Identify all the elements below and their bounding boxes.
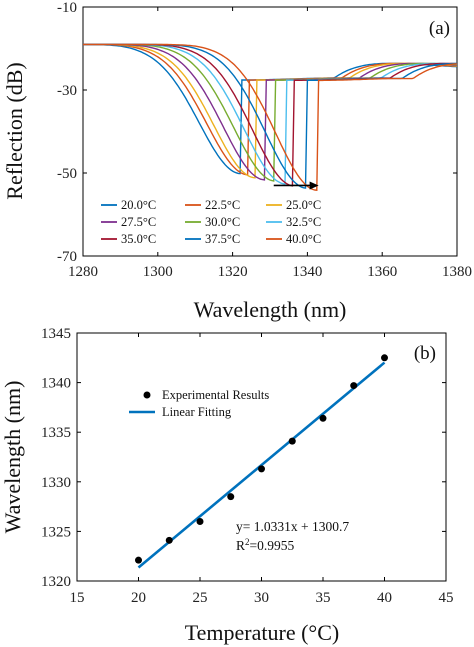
- panel-b-x-tick-label: 20: [131, 590, 146, 606]
- panel-b-y-tick-label: 1330: [41, 475, 71, 491]
- data-point: [288, 437, 296, 445]
- legend-label: 35.0°C: [121, 232, 156, 246]
- panel-a-x-tick-label: 1300: [143, 264, 173, 280]
- panel-a-x-axis-title: Wavelength (nm): [194, 297, 347, 322]
- panel-a-y-tick-label: -30: [57, 83, 77, 99]
- data-point: [319, 414, 327, 422]
- spectrum-curve: [83, 43, 457, 191]
- legend-fit-label: Linear Fitting: [162, 405, 232, 419]
- panel-a-x-tick-label: 1360: [367, 264, 397, 280]
- shift-arrow-head: [309, 181, 319, 190]
- fit-equation: y= 1.0331x + 1300.7: [236, 519, 349, 534]
- panel-b-legend: Experimental Results Linear Fitting: [129, 388, 269, 419]
- panel-a-y-axis-title: Reflection (dB): [2, 62, 27, 199]
- legend-label: 40.0°C: [286, 232, 321, 246]
- fit-r-squared: R2=0.9955: [236, 537, 295, 553]
- data-point: [165, 536, 173, 544]
- data-point: [135, 556, 142, 564]
- legend-experimental-label: Experimental Results: [162, 388, 269, 402]
- panel-a-x-tick-label: 1380: [442, 264, 472, 280]
- panel-b-label: (b): [414, 343, 436, 364]
- panel-a-reflection-spectra: 1280 1300 1320 1340 1360 1380 -70 -50 -30 -10 20.…: [2, 0, 472, 322]
- panel-b-y-axis-title: Wavelength (nm): [0, 381, 25, 534]
- panel-b-y-tick-label: 1335: [41, 425, 71, 441]
- spectrum-curve: [83, 43, 457, 181]
- linear-fit-line: [137, 361, 386, 569]
- panel-b-wavelength-vs-temperature: 15 20 25 30 35 40 45 1320 1325 1330 1335 1340 1345 E…: [0, 326, 454, 645]
- panel-b-x-tick-label: 35: [316, 590, 331, 606]
- legend-label: 30.0°C: [205, 215, 240, 229]
- panel-b-fit-line: [137, 361, 386, 569]
- panel-b-y-tick-label: 1320: [41, 574, 71, 590]
- panel-b-plot-area: [76, 332, 447, 582]
- panel-a-x-tick-label: 1280: [68, 264, 98, 280]
- panel-a-y-tick-label: -70: [57, 249, 77, 265]
- panel-b-ticks: 15 20 25 30 35 40 45 1320 1325 1330 1335 1340 1345: [41, 326, 454, 606]
- panel-b-x-tick-label: 15: [70, 590, 85, 606]
- panel-b-x-tick-label: 45: [439, 590, 454, 606]
- panel-a-y-tick-label: -50: [57, 166, 77, 182]
- data-point: [258, 465, 265, 473]
- panel-b-y-tick-label: 1325: [41, 524, 71, 540]
- legend-label: 20.0°C: [121, 198, 156, 212]
- panel-b-x-tick-label: 40: [377, 590, 392, 606]
- panel-a-label: (a): [429, 18, 450, 39]
- panel-a-shift-arrow: [273, 181, 319, 190]
- panel-a-x-tick-label: 1340: [292, 264, 322, 280]
- panel-b-y-tick-label: 1340: [41, 376, 71, 392]
- data-point: [381, 354, 388, 362]
- legend-label: 32.5°C: [286, 215, 321, 229]
- data-point: [227, 493, 235, 501]
- panel-b-points: [135, 354, 388, 564]
- panel-b-y-tick-label: 1345: [41, 326, 71, 342]
- panel-a-curves: [83, 43, 457, 191]
- panel-a-x-tick-label: 1320: [218, 264, 248, 280]
- data-point: [196, 517, 204, 525]
- legend-label: 37.5°C: [205, 232, 240, 246]
- legend-label: 22.5°C: [205, 198, 240, 212]
- legend-experimental-marker: [143, 391, 151, 399]
- panel-a-ticks: 1280 1300 1320 1340 1360 1380 -70 -50 -30 -10: [57, 0, 472, 280]
- legend-label: 27.5°C: [121, 215, 156, 229]
- panel-a-y-tick-label: -10: [57, 0, 77, 16]
- panel-b-x-axis-title: Temperature (°C): [185, 620, 339, 645]
- legend-label: 25.0°C: [286, 198, 321, 212]
- panel-b-x-tick-label: 30: [254, 590, 269, 606]
- panel-b-x-tick-label: 25: [193, 590, 208, 606]
- data-point: [350, 382, 358, 390]
- panel-a-legend: 20.0°C 22.5°C 25.0°C 27.5°C 30.0°C 32.5°C 35.0…: [101, 198, 321, 246]
